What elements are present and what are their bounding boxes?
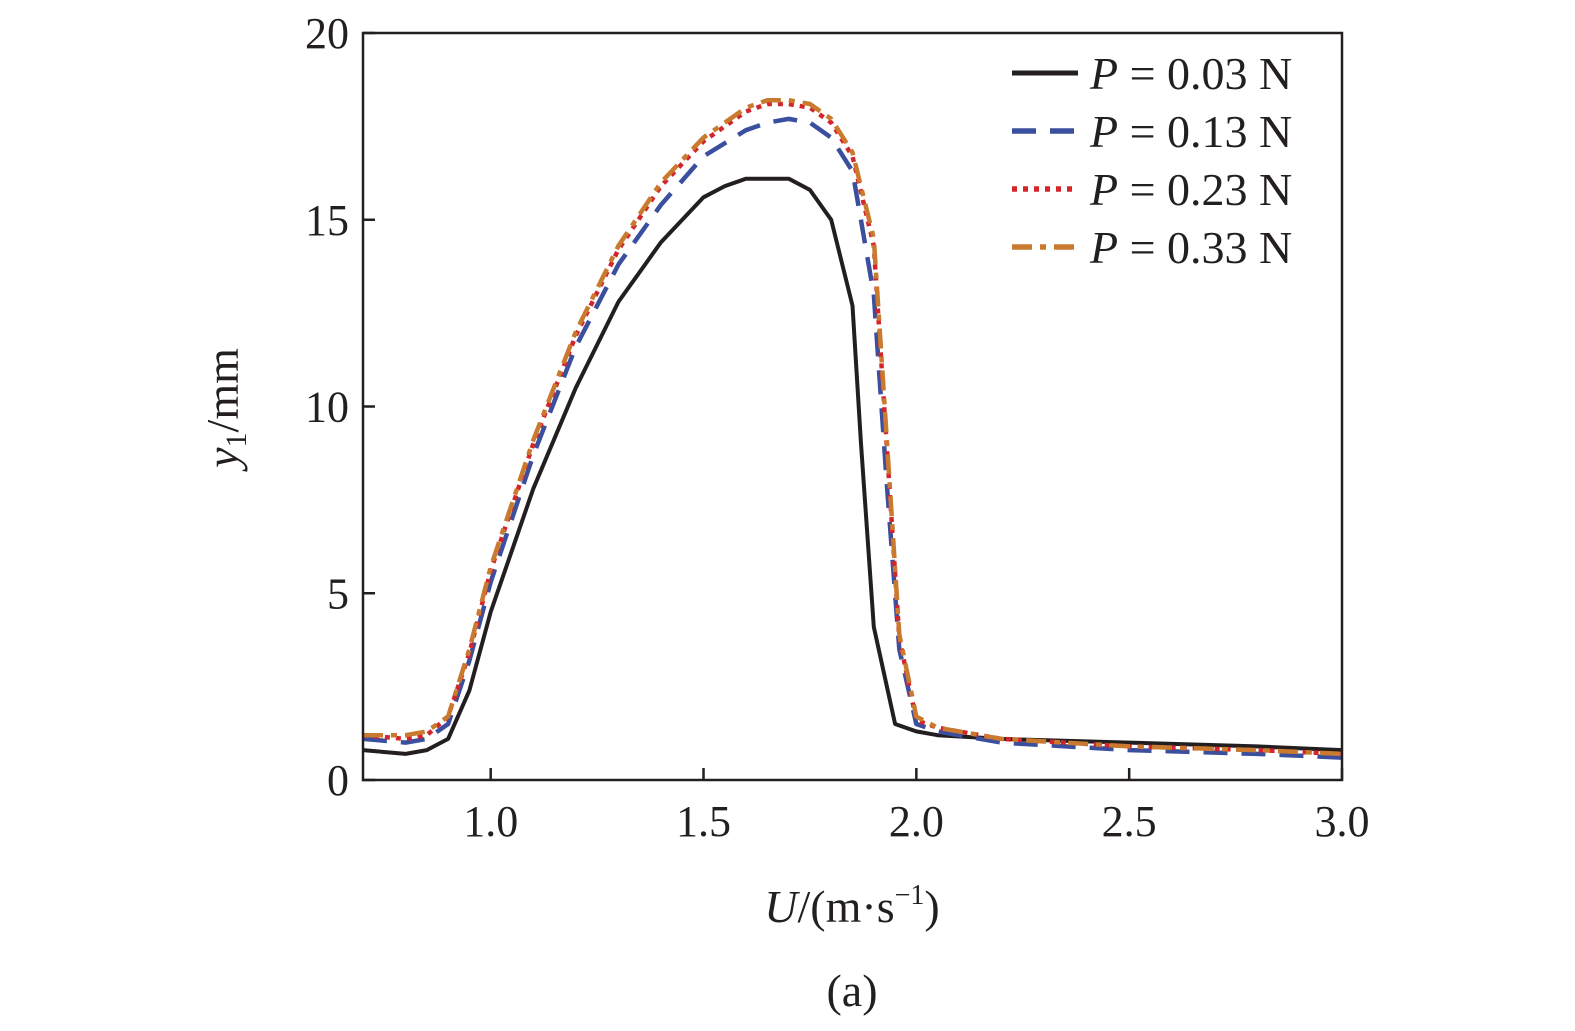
series-layer <box>362 97 1343 760</box>
y-axis-label-unit: /mm <box>197 348 248 433</box>
x-axis-label-unit: /(m·s <box>798 881 895 932</box>
y-tick-label: 10 <box>305 383 349 432</box>
legend: P = 0.03 N P = 0.13 N P = 0.23 N P = 0.33 N <box>1012 48 1292 273</box>
y-axis-label-var: y <box>197 447 248 472</box>
x-axis-label-sup: −1 <box>895 880 925 911</box>
legend-label-4: P = 0.33 N <box>1089 222 1292 273</box>
y-axis-label: y1/mm <box>197 348 253 472</box>
series-line-1 <box>362 176 1343 756</box>
y-tick-label: 5 <box>327 569 349 618</box>
x-axis-label-close: ) <box>924 881 939 932</box>
y-axis-label-sub: 1 <box>220 432 253 447</box>
panel-label: (a) <box>826 965 877 1016</box>
x-tick-label: 2.0 <box>889 797 944 846</box>
y-tick-label: 20 <box>305 9 349 58</box>
tick-layer: 1.0 1.5 2.0 2.5 3.0 0 5 10 15 20 <box>305 9 1370 846</box>
series-line-4 <box>363 97 1343 757</box>
y-tick-label: 0 <box>327 756 349 805</box>
x-tick-label: 1.5 <box>676 797 731 846</box>
legend-label-3: P = 0.23 N <box>1089 164 1292 215</box>
legend-label-2: P = 0.13 N <box>1089 106 1292 157</box>
x-tick-label: 3.0 <box>1315 797 1370 846</box>
x-tick-label: 1.0 <box>463 797 518 846</box>
x-axis-label-var: U <box>764 881 800 932</box>
y-tick-label: 15 <box>305 196 349 245</box>
x-tick-label: 2.5 <box>1102 797 1157 846</box>
legend-label-1: P = 0.03 N <box>1089 48 1292 99</box>
x-axis-label: U/(m·s−1) <box>764 880 939 932</box>
